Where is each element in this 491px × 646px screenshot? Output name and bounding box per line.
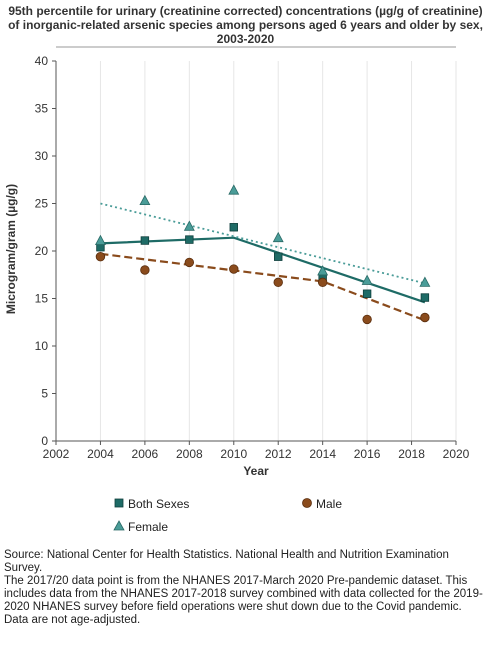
y-tick-label: 25 (35, 197, 49, 211)
legend-label: Female (128, 520, 168, 534)
legend-item-both-sexes: Both Sexes (114, 497, 189, 511)
data-point-male (95, 252, 106, 262)
data-point-female (272, 231, 284, 243)
x-tick-label: 2006 (132, 447, 159, 461)
y-tick-label: 5 (41, 387, 48, 401)
data-point-both-sexes (229, 223, 238, 232)
x-tick-label: 2002 (43, 447, 70, 461)
data-point-female (139, 194, 151, 206)
data-point-male (317, 277, 328, 288)
y-tick-label: 15 (35, 292, 49, 306)
source-note: Source: National Center for Health Stati… (4, 549, 449, 574)
data-point-male (362, 314, 372, 325)
y-tick-label: 30 (35, 149, 49, 163)
legend-triangle-marker (113, 520, 125, 531)
legend-label: Male (316, 497, 342, 511)
dataset-note: The 2017/20 data point is from the NHANE… (4, 575, 483, 613)
trend-line-female (100, 202, 426, 285)
x-tick-label: 2018 (398, 447, 425, 461)
data-point-male (420, 312, 430, 323)
legend-circle-marker (302, 498, 312, 508)
chart-title-line: of inorganic-related arsenic species amo… (8, 18, 483, 32)
y-tick-label: 0 (41, 434, 48, 448)
y-tick-label: 10 (35, 339, 49, 353)
y-tick-label: 35 (35, 102, 49, 116)
data-point-female (361, 274, 373, 285)
data-points (94, 184, 431, 325)
chart-title-line: 95th percentile for urinary (creatinine … (8, 4, 483, 18)
trend-line-male (100, 252, 426, 322)
grid-lines (99, 61, 457, 441)
data-point-female (183, 220, 195, 231)
legend-item-male: Male (302, 497, 342, 511)
data-point-both-sexes (185, 235, 194, 244)
legend: Both Sexes Male Female (113, 497, 342, 534)
data-point-both-sexes (274, 252, 283, 261)
x-tick-label: 2012 (265, 447, 292, 461)
data-point-male (184, 257, 195, 268)
x-tick-label: 2014 (309, 447, 336, 461)
x-tick-label: 2010 (220, 447, 247, 461)
data-point-male (273, 277, 283, 288)
x-axis-label: Year (243, 464, 269, 478)
y-tick-label: 40 (35, 54, 49, 68)
x-axis-ticks: 2002 2004 2006 2008 2010 2012 2014 2016 2018 2020 (43, 441, 470, 461)
x-tick-label: 2008 (176, 447, 203, 461)
chart-title-line: 2003-2020 (216, 32, 275, 46)
y-axis-label: Microgram/gram (µg/g) (4, 184, 18, 314)
trend-lines (100, 202, 426, 322)
x-tick-label: 2016 (354, 447, 381, 461)
chart-title: 95th percentile for urinary (creatinine … (0, 4, 491, 46)
data-point-female (419, 276, 431, 287)
legend-label: Both Sexes (128, 497, 189, 511)
x-tick-label: 2004 (87, 447, 114, 461)
legend-item-female: Female (113, 520, 168, 534)
data-point-both-sexes (420, 293, 430, 302)
legend-square-marker (114, 498, 124, 508)
age-adjust-note: Data are not age-adjusted. (4, 614, 141, 626)
data-point-female (317, 265, 329, 276)
x-tick-label: 2020 (443, 447, 470, 461)
data-point-female (94, 234, 106, 245)
chart-notes: Source: National Center for Health Stati… (4, 549, 488, 627)
y-axis-ticks: 0 5 10 15 20 25 30 35 40 (35, 54, 56, 448)
data-point-both-sexes (140, 236, 150, 245)
data-point-male (229, 264, 239, 274)
data-point-both-sexes (362, 289, 372, 298)
y-tick-label: 20 (35, 244, 49, 258)
axes (55, 61, 456, 442)
data-point-male (140, 265, 150, 275)
chart-canvas: 2002 2004 2006 2008 2010 2012 2014 2016 2018 2020… (4, 46, 470, 534)
data-point-female (228, 184, 240, 195)
